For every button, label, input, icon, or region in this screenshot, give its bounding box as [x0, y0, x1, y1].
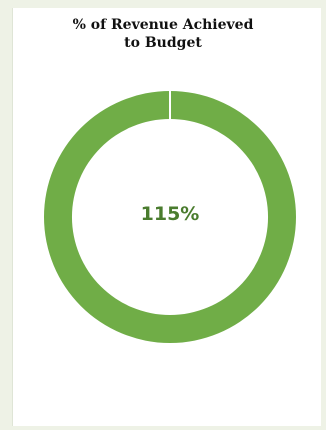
- donut-ring-group: [44, 90, 296, 343]
- center-percentage-label: 115%: [141, 203, 200, 225]
- chart-title-line-1: % of Revenue Achieved: [72, 17, 254, 33]
- chart-title-line-2: to Budget: [124, 35, 202, 51]
- chart-title: % of Revenue Achieved to Budget: [0, 16, 326, 52]
